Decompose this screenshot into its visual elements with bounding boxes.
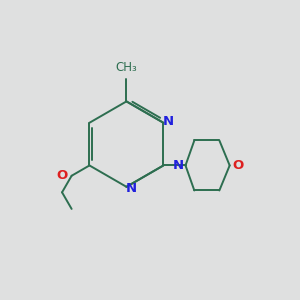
Text: N: N: [173, 159, 184, 172]
Text: N: N: [126, 182, 137, 195]
Text: CH₃: CH₃: [116, 61, 137, 74]
Text: O: O: [57, 169, 68, 182]
Text: O: O: [232, 159, 244, 172]
Text: N: N: [163, 115, 174, 128]
